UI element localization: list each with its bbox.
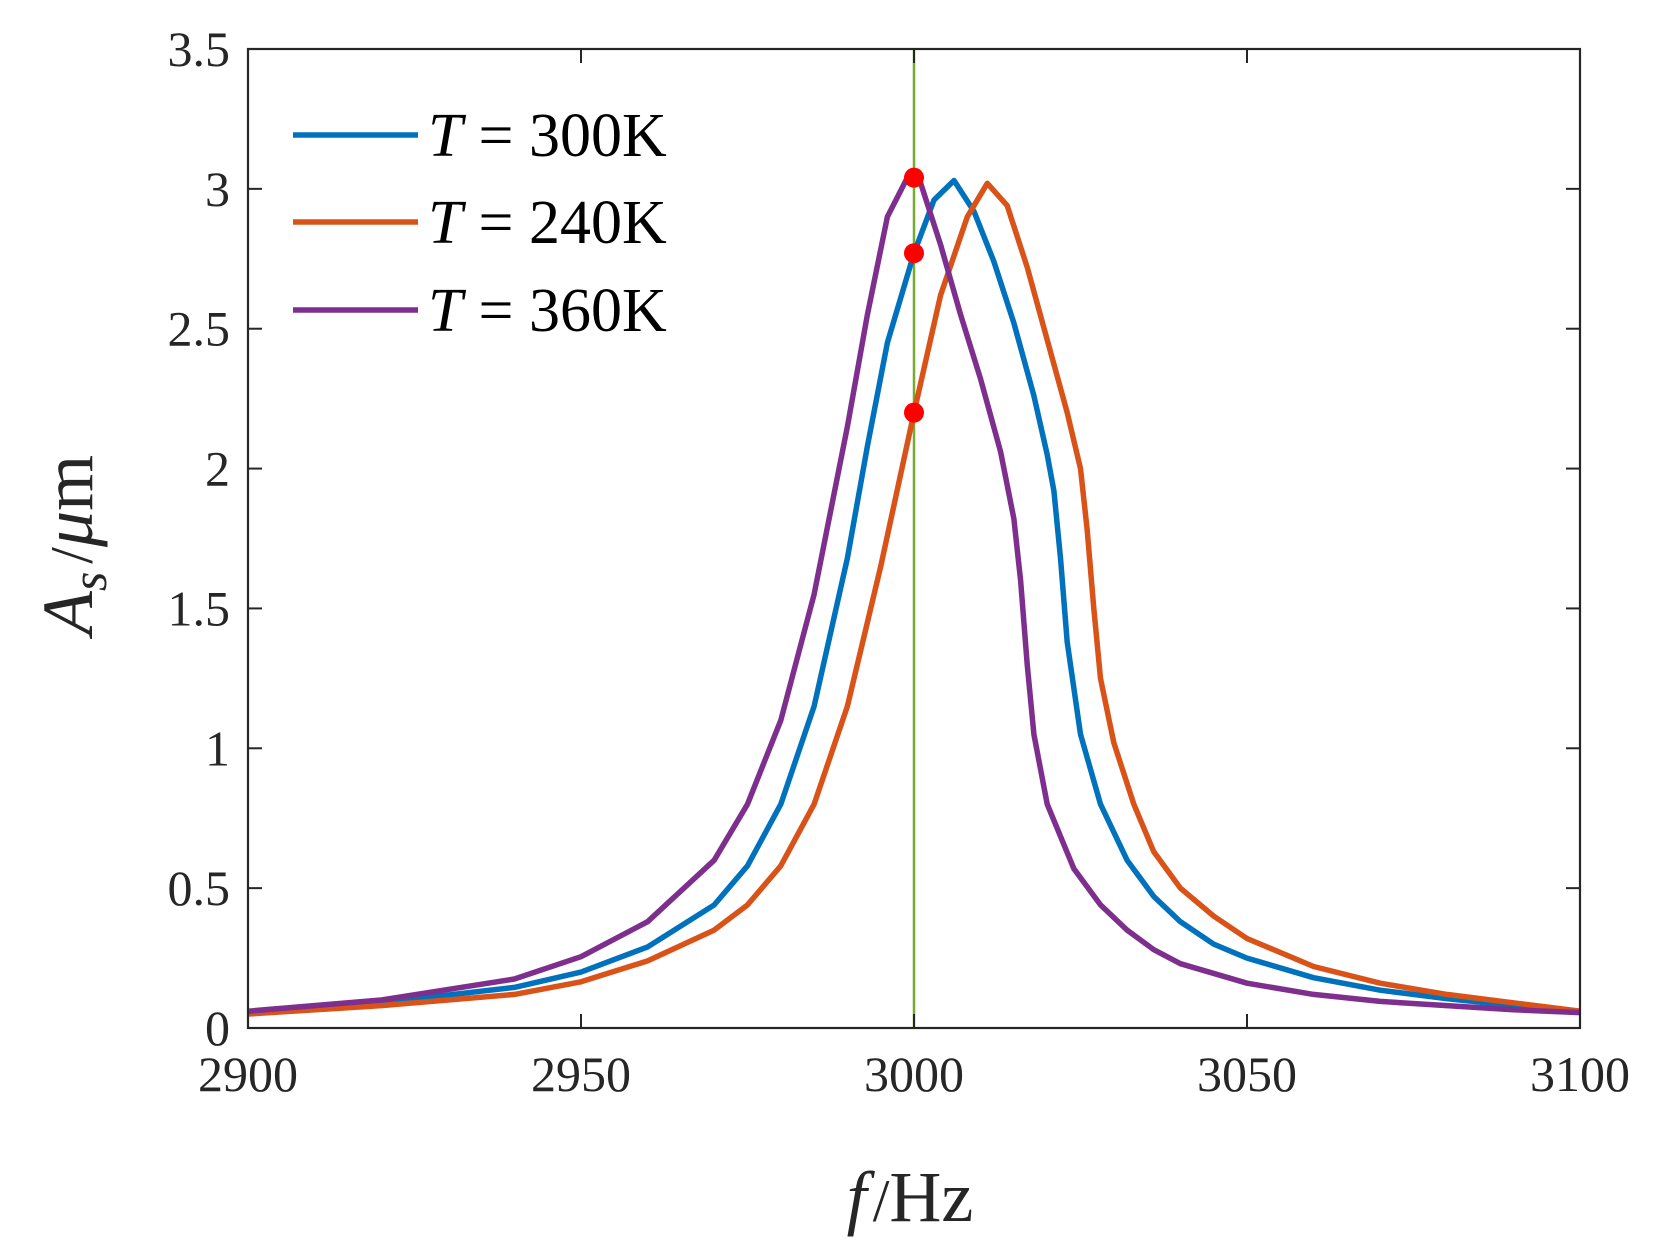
x-tick-label: 3050 — [1197, 1046, 1297, 1102]
y-tick-label: 0 — [205, 1000, 230, 1056]
axes: 2900 2950 3000 3050 3100 0 0.5 1 1.5 2 2.5 3 3.5 — [168, 21, 1631, 1102]
y-tick-label: 0.5 — [168, 860, 231, 916]
marker-point-1 — [904, 167, 924, 188]
axis-labels: f/Hz As/μm — [28, 455, 973, 1237]
series-line-1 — [248, 177, 1580, 1016]
series-line-3 — [248, 174, 1580, 1016]
y-tick-label: 1.5 — [168, 580, 231, 636]
y-tick-label: 3 — [205, 161, 230, 217]
x-tick-label: 3000 — [864, 1046, 964, 1102]
x-axis-label: f/Hz — [847, 1157, 974, 1237]
legend: T = 300K T = 240K T = 360K — [293, 102, 667, 345]
y-axis-label: As /μm — [28, 455, 117, 639]
y-tick-label: 1 — [205, 720, 230, 776]
x-axis-unit: Hz — [889, 1157, 973, 1237]
x-tick-label: 3100 — [1530, 1046, 1630, 1102]
y-axis-subscript: s — [61, 572, 117, 591]
legend-label-1: T = 300K — [428, 102, 667, 170]
y-tick-label: 3.5 — [168, 21, 231, 77]
plot-area — [248, 49, 1580, 1028]
x-tick-label: 2950 — [531, 1046, 631, 1102]
marker-point-3 — [904, 402, 924, 423]
series-line-2 — [248, 180, 1580, 1017]
marker-point-2 — [904, 243, 924, 264]
y-tick-label: 2 — [205, 441, 230, 497]
y-tick-label: 2.5 — [168, 301, 231, 357]
plot-clip-group — [248, 49, 1580, 1028]
y-axis-unit-mu: μ — [28, 511, 108, 548]
y-axis-symbol: A — [28, 590, 108, 639]
legend-label-2: T = 240K — [428, 189, 667, 257]
y-axis-slash: / — [39, 547, 105, 564]
legend-label-3: T = 360K — [428, 277, 667, 345]
x-tick-label: 2900 — [198, 1046, 298, 1102]
x-axis-slash: / — [873, 1168, 890, 1234]
y-axis-unit-m: m — [28, 455, 108, 511]
